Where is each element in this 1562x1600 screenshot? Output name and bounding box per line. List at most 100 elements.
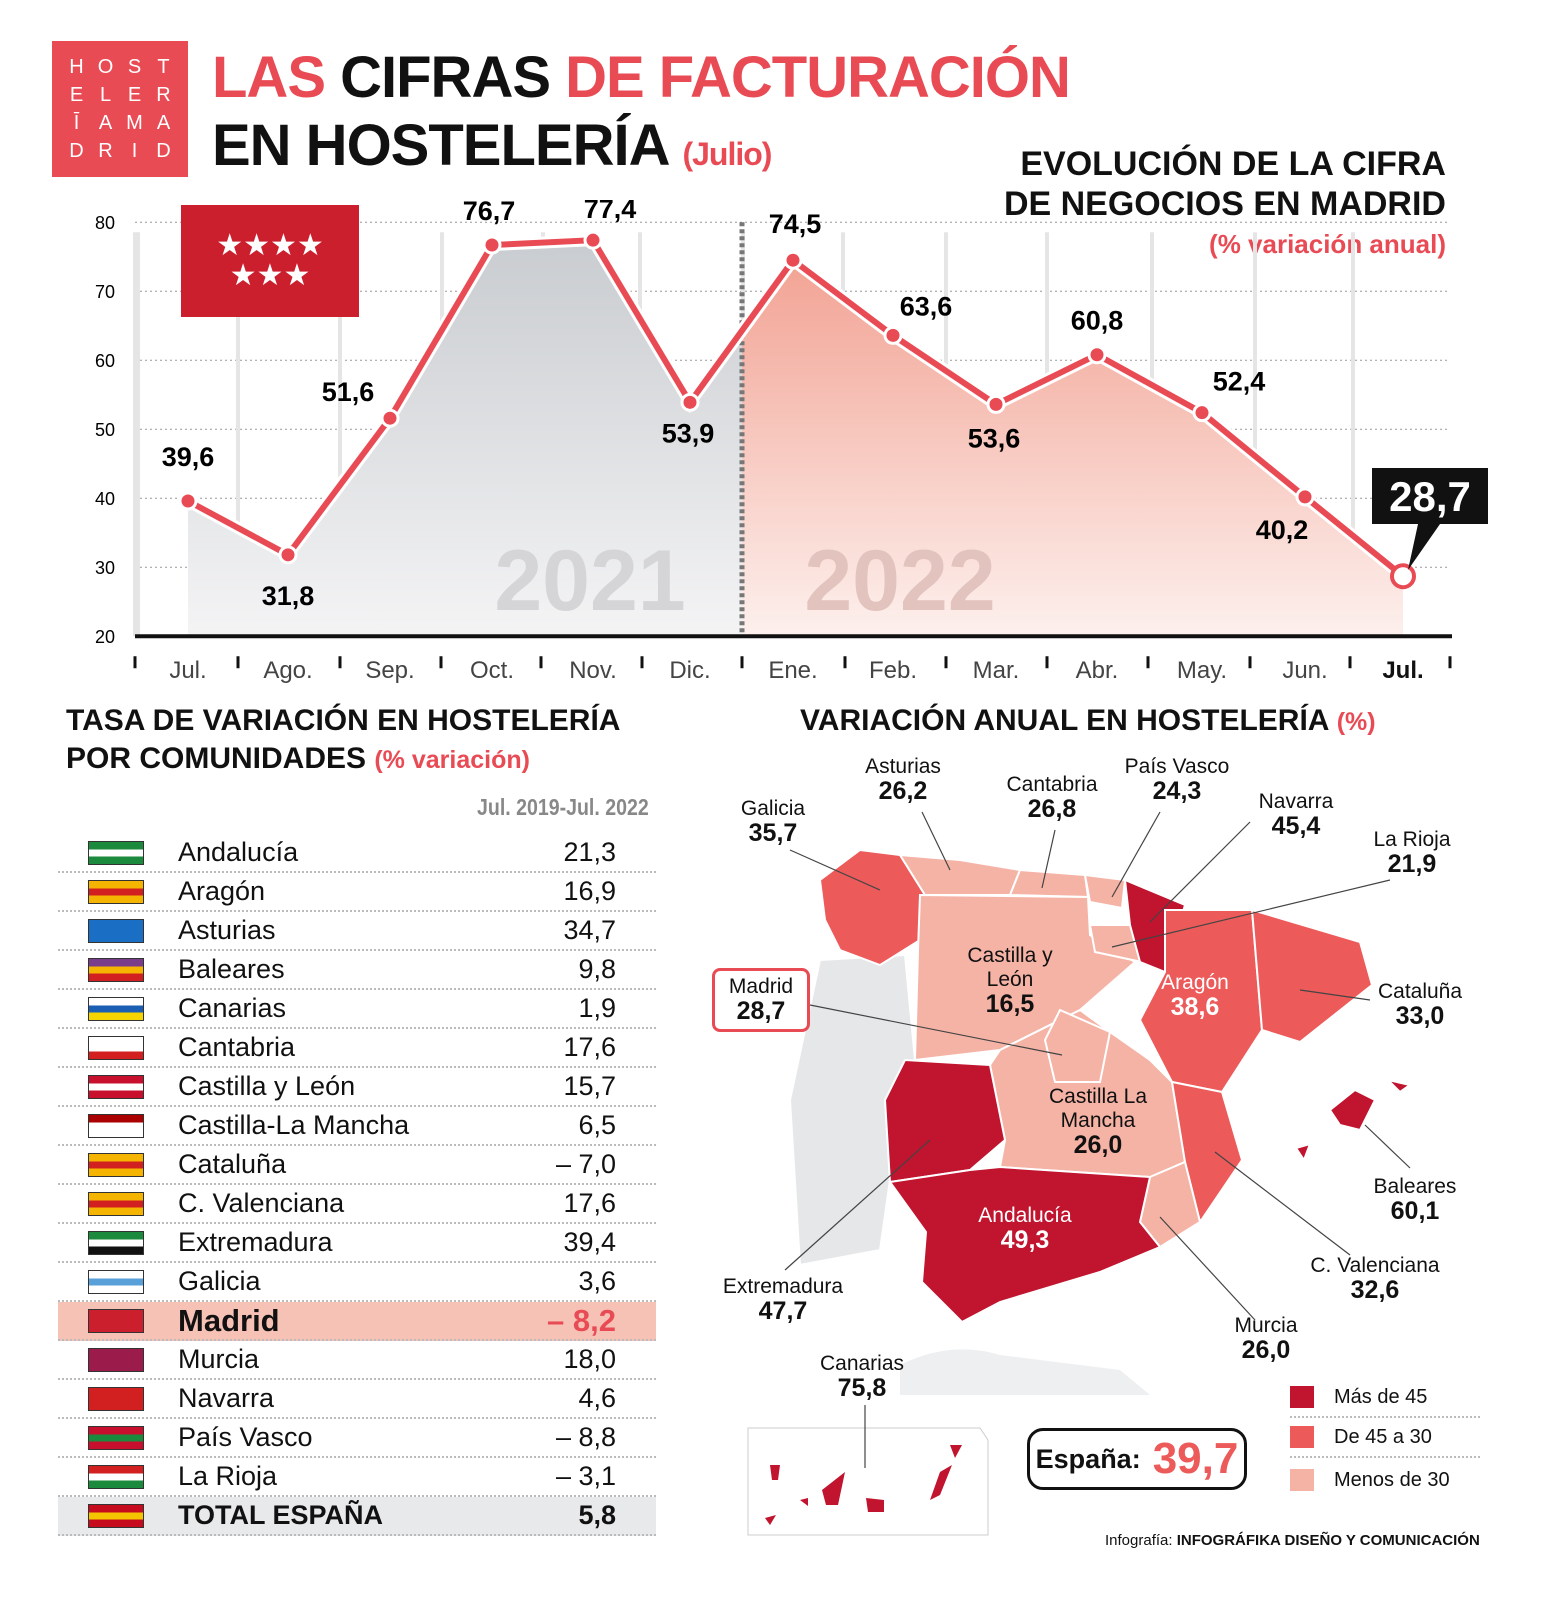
data-point	[1087, 345, 1107, 365]
table-row: Asturias 34,7	[58, 912, 656, 951]
region-value: 15,7	[563, 1071, 616, 1101]
logo-letter: I	[131, 139, 138, 162]
table-row: Andalucía 21,3	[58, 834, 656, 873]
region-cantabria	[1008, 868, 1090, 899]
x-tick-label: Oct.	[470, 657, 514, 684]
region-value: – 3,1	[555, 1461, 616, 1491]
logo-letter: H	[69, 55, 84, 78]
madrid-flag: ★★★★ ★★★	[181, 205, 359, 317]
region-name: Navarra	[1258, 790, 1334, 813]
region-name: Baleares	[1373, 1175, 1457, 1198]
page-title-line2: EN HOSTELERÍA (Julio)	[212, 113, 772, 178]
table-row: Navarra 4,6	[58, 1380, 656, 1419]
region-value: 33,0	[1395, 1002, 1445, 1030]
table-row: Baleares 9,8	[58, 951, 656, 990]
region-name: Castilla La Mancha	[1048, 1085, 1148, 1132]
data-label-last: 28,7	[1389, 473, 1471, 520]
region-flag-icon	[88, 1386, 144, 1411]
region-flag-icon	[88, 1230, 144, 1255]
region-name: Aragón	[1161, 971, 1229, 994]
leader-line	[1041, 829, 1056, 889]
region-value: 3,6	[578, 1266, 616, 1296]
map-label-baleares: Baleares 60,1	[1325, 1175, 1505, 1224]
data-label: 39,6	[162, 442, 215, 472]
y-tick-label: 30	[95, 558, 115, 578]
table-column-header: Jul. 2019-Jul. 2022	[477, 794, 649, 820]
canarias-inset	[747, 1427, 989, 1536]
data-point	[278, 545, 298, 565]
region-value: 17,6	[563, 1032, 616, 1062]
region-name: Cantabria	[1006, 773, 1098, 796]
y-tick-label: 80	[95, 213, 115, 233]
map-title: VARIACIÓN ANUAL EN HOSTELERÍA (%)	[800, 704, 1376, 737]
region-value: 18,0	[563, 1344, 616, 1374]
data-label: 51,6	[322, 377, 375, 407]
region-name: Andalucía	[978, 1204, 1072, 1227]
leader-line	[1159, 1216, 1256, 1321]
table-row: Canarias 1,9	[58, 990, 656, 1029]
region-name: País Vasco	[178, 1422, 313, 1452]
region-flag-icon	[88, 1191, 144, 1216]
data-point	[1295, 487, 1315, 507]
x-tick-label: Dic.	[669, 657, 710, 684]
region-flag-icon	[88, 879, 144, 904]
region-name: Cantabria	[178, 1032, 296, 1062]
table-row: Murcia 18,0	[58, 1341, 656, 1380]
x-tick-label: Sep.	[365, 657, 414, 684]
leader-line	[1111, 879, 1391, 948]
region-flag-icon	[88, 1074, 144, 1099]
legend-low: Menos de 30	[1290, 1460, 1480, 1500]
region-canarias-island	[770, 1465, 780, 1480]
leader-line	[809, 1004, 1063, 1056]
data-label: 52,4	[1213, 367, 1266, 397]
table-row: Aragón 16,9	[58, 873, 656, 912]
x-tick-label: Ene.	[768, 657, 817, 684]
region-canarias-island	[866, 1498, 884, 1512]
region-name: La Rioja	[178, 1461, 278, 1491]
region-flag-icon	[88, 1503, 144, 1528]
region-value: 34,7	[563, 915, 616, 945]
data-point	[783, 250, 803, 270]
map-label-galicia: Galicia 35,7	[683, 797, 863, 846]
y-tick-label: 60	[95, 351, 115, 371]
table-row: Madrid – 8,2	[58, 1302, 656, 1341]
region-value: 4,6	[578, 1383, 616, 1413]
logo-letter: O	[97, 55, 114, 78]
data-point	[380, 408, 400, 428]
map-label-asturias: Asturias 26,2	[813, 755, 993, 804]
region-flag-icon	[88, 1152, 144, 1177]
y-tick-label: 20	[95, 627, 115, 647]
region-value: 75,8	[837, 1374, 887, 1402]
region-baleares-menorca	[1384, 1078, 1413, 1094]
region-name: Cataluña	[178, 1149, 287, 1179]
map-label-valenciana: C. Valenciana 32,6	[1285, 1254, 1465, 1303]
region-value: 38,6	[1170, 993, 1220, 1021]
region-flag-icon	[88, 918, 144, 943]
region-name: C. Valenciana	[178, 1188, 345, 1218]
region-value: 49,3	[1000, 1226, 1050, 1254]
map-label-castilla_mancha: Castilla La Mancha 26,0	[1008, 1085, 1188, 1158]
table-row: Galicia 3,6	[58, 1263, 656, 1302]
region-valenciana	[1170, 1080, 1244, 1225]
region-value: – 8,2	[547, 1302, 616, 1338]
leader-line	[1111, 811, 1161, 898]
region-name: Canarias	[178, 993, 287, 1023]
region-flag-icon	[88, 957, 144, 982]
logo-letter: E	[69, 83, 84, 106]
y-tick-label: 40	[95, 489, 115, 509]
region-andalucia	[888, 1165, 1162, 1324]
region-name: La Rioja	[1373, 828, 1451, 851]
table-row: País Vasco – 8,8	[58, 1419, 656, 1458]
region-value: 26,8	[1027, 795, 1077, 823]
region-value: 6,5	[578, 1110, 616, 1140]
logo-letter: T	[157, 55, 170, 78]
region-name: Murcia	[1234, 1314, 1298, 1337]
table-row: TOTAL ESPAÑA 5,8	[58, 1497, 656, 1536]
region-flag-icon	[88, 1269, 144, 1294]
region-flag-icon	[88, 1035, 144, 1060]
region-madrid	[1043, 1008, 1112, 1083]
region-name: TOTAL ESPAÑA	[178, 1500, 384, 1530]
region-name: Galicia	[178, 1266, 261, 1296]
data-label: 63,6	[900, 291, 953, 321]
region-pais-vasco	[1083, 873, 1127, 910]
